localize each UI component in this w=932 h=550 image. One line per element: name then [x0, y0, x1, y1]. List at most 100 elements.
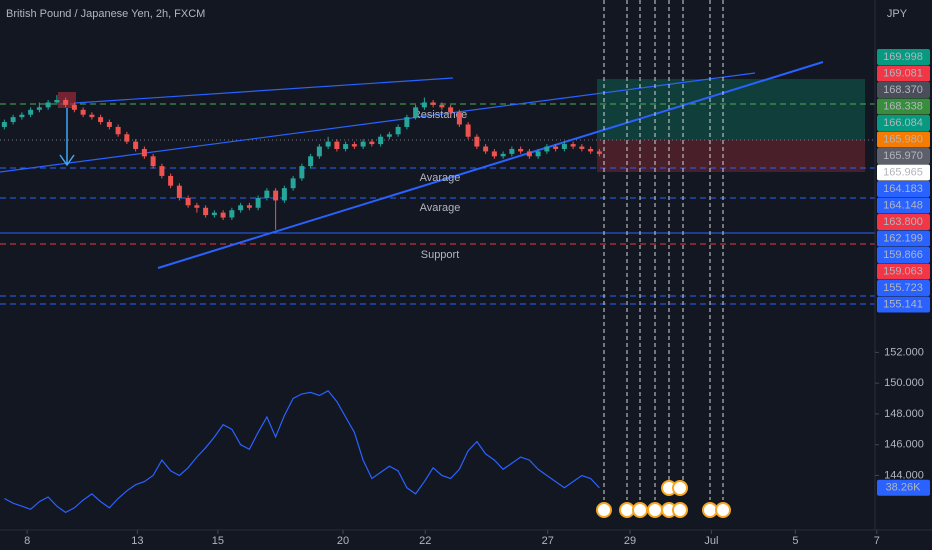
x-tick-label: 7: [874, 535, 880, 547]
candle-body: [159, 166, 165, 176]
x-tick-label: 22: [419, 535, 431, 547]
x-tick-label: 8: [24, 535, 30, 547]
candle-body: [28, 109, 34, 115]
annotation: Resistance: [413, 109, 467, 121]
candle-body: [203, 207, 209, 216]
price-label: 163.800: [883, 216, 923, 228]
candle-body: [54, 100, 60, 103]
candle-body: [448, 107, 454, 113]
price-label: 155.141: [883, 298, 923, 310]
price-label-bg: [877, 247, 930, 263]
candle-body: [430, 102, 436, 105]
event-icon[interactable]: [672, 502, 688, 518]
candle-body: [526, 151, 532, 157]
price-label: 168.338: [883, 100, 923, 112]
candle-body: [491, 151, 497, 157]
candle-body: [98, 117, 104, 123]
price-label: 155.723: [883, 282, 923, 294]
candle-body: [281, 188, 287, 201]
candle-body: [36, 107, 42, 110]
price-label-bg: [877, 131, 930, 148]
annotation: Avarage: [420, 172, 461, 184]
price-label: 168.370: [883, 84, 923, 96]
price-label-bg: [877, 197, 930, 214]
candle-body: [483, 146, 489, 152]
candle-body: [185, 197, 191, 206]
candle-body: [386, 134, 392, 137]
event-icon[interactable]: [672, 480, 688, 496]
profit-zone: [597, 79, 865, 140]
candle-body: [19, 114, 25, 118]
x-tick-label: Jul: [704, 535, 718, 547]
candle-body: [316, 146, 322, 157]
candle-body: [334, 141, 340, 149]
candle-body: [229, 210, 235, 218]
candle-body: [238, 205, 244, 211]
candle-body: [133, 141, 139, 149]
chart-title: British Pound / Japanese Yen, 2h, FXCM: [6, 8, 205, 20]
candle-body: [141, 148, 147, 157]
candle-body: [465, 124, 471, 137]
candle-body: [579, 146, 585, 149]
candle-body: [211, 212, 217, 216]
candle-body: [518, 148, 524, 152]
candle-body: [474, 136, 480, 147]
candle-body: [1, 122, 7, 127]
price-label-bg: [877, 263, 930, 280]
candle-body: [360, 141, 366, 147]
event-lines: [603, 0, 724, 500]
candle-body: [255, 197, 261, 208]
candle-body: [80, 109, 86, 115]
event-icon[interactable]: [596, 502, 612, 518]
candle-body: [299, 166, 305, 179]
candle-body: [273, 190, 279, 201]
candle-body: [194, 205, 200, 208]
x-tick-label: 29: [624, 535, 636, 547]
price-label: 162.199: [883, 232, 923, 244]
candle-body: [378, 136, 384, 145]
price-label-bg: [877, 82, 930, 98]
candle-body: [535, 151, 541, 157]
price-label-bg: [877, 148, 930, 164]
candle-body: [509, 148, 515, 154]
y-tick-label: 148.000: [884, 408, 924, 420]
event-icon[interactable]: [632, 502, 648, 518]
price-label: 165.980: [883, 133, 923, 145]
x-tick-label: 5: [792, 535, 798, 547]
candle-body: [290, 178, 296, 189]
event-icon[interactable]: [702, 502, 718, 518]
x-tick-label: 13: [131, 535, 143, 547]
price-label-bg: [877, 296, 930, 313]
price-label: 159.063: [883, 265, 923, 277]
price-label: 165.970: [883, 150, 923, 162]
indicator-line: [4, 390, 600, 514]
candle-body: [561, 144, 567, 149]
x-tick-label: 15: [212, 535, 224, 547]
candle-body: [369, 141, 375, 145]
candle-body: [404, 117, 410, 127]
price-label-bg: [877, 115, 930, 131]
candle-body: [325, 141, 331, 147]
price-label-bg: [877, 65, 930, 82]
indicator-label-bg: [877, 479, 930, 496]
y-tick-label: 144.000: [884, 469, 924, 481]
y-tick-label: 146.000: [884, 439, 924, 451]
arrow-head: [59, 154, 75, 167]
candle-body: [570, 144, 576, 147]
indicator-label: 38.26K: [886, 482, 922, 494]
candle-body: [106, 122, 112, 127]
price-label-bg: [877, 181, 930, 197]
price-label: 169.998: [883, 51, 923, 63]
candle-body: [220, 212, 226, 218]
event-icon[interactable]: [619, 502, 635, 518]
price-label-bg: [877, 214, 930, 230]
event-icon[interactable]: [715, 502, 731, 518]
price-label-bg: [877, 49, 930, 65]
event-icon[interactable]: [647, 502, 663, 518]
price-label: 164.183: [883, 183, 923, 195]
event-icons[interactable]: [596, 480, 731, 518]
y-tick-label: 152.000: [884, 346, 924, 358]
candle-body: [176, 185, 182, 198]
candle-body: [456, 112, 462, 125]
